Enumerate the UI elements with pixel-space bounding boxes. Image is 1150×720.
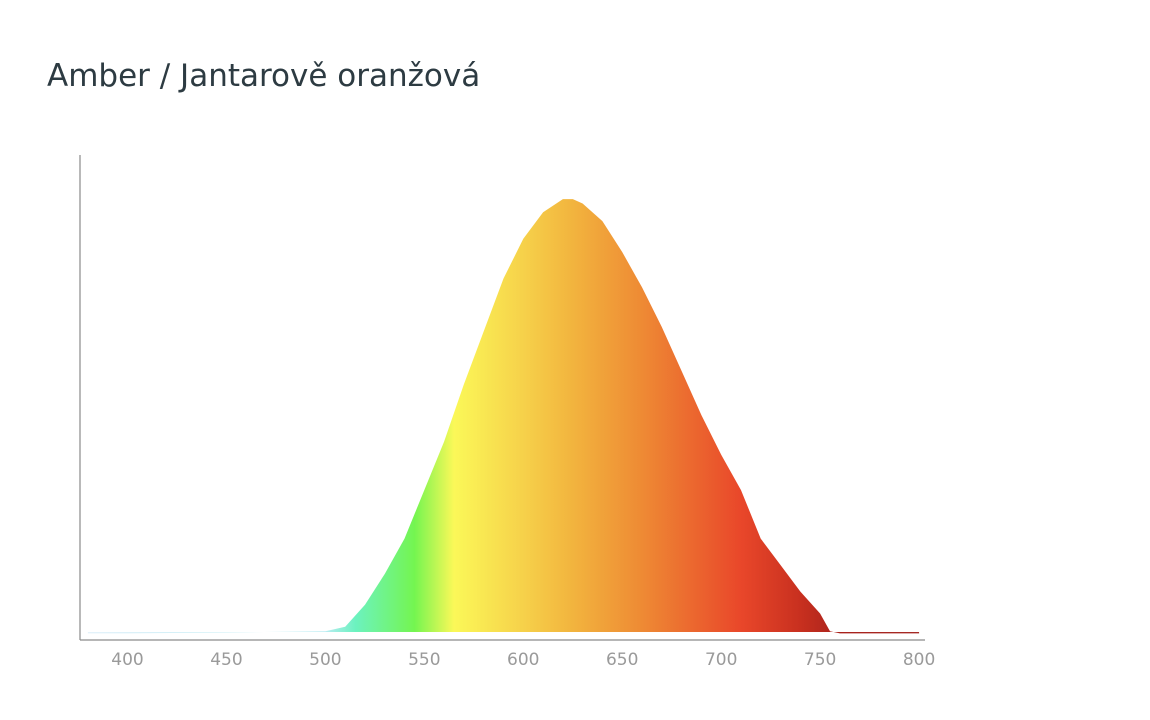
x-tick-label: 800: [903, 650, 935, 670]
spectrum-area: [87, 199, 920, 634]
x-tick-label: 700: [705, 650, 737, 670]
chart-title: Amber / Jantarově oranžová: [47, 58, 480, 94]
x-tick-label: 750: [804, 650, 836, 670]
x-tick-label: 600: [507, 650, 539, 670]
x-tick-label: 650: [606, 650, 638, 670]
x-tick-label: 500: [309, 650, 341, 670]
x-tick-label: 400: [111, 650, 143, 670]
x-tick-label: 550: [408, 650, 440, 670]
x-tick-label: 450: [210, 650, 242, 670]
